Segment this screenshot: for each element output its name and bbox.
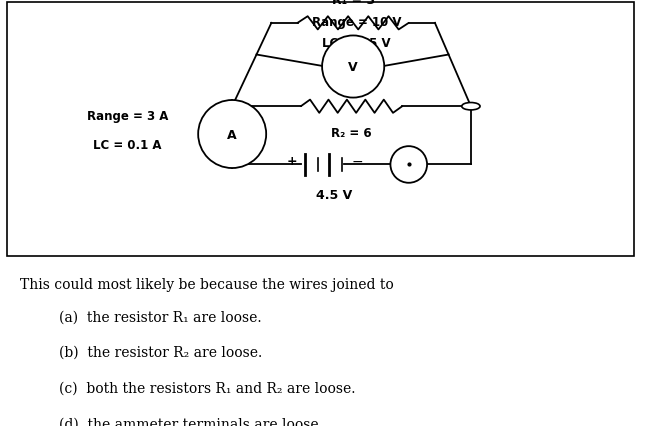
Text: (a)  the resistor R₁ are loose.: (a) the resistor R₁ are loose. <box>59 309 262 323</box>
Text: V: V <box>349 61 358 74</box>
Text: LC = 0.1 A: LC = 0.1 A <box>94 139 162 152</box>
Text: R₁ = 3: R₁ = 3 <box>332 0 375 6</box>
Ellipse shape <box>390 147 427 183</box>
Text: (c)  both the resistors R₁ and R₂ are loose.: (c) both the resistors R₁ and R₂ are loo… <box>59 381 355 394</box>
Text: R₂ = 6: R₂ = 6 <box>331 127 372 140</box>
Ellipse shape <box>198 101 266 169</box>
Text: (d)  the ammeter terminals are loose.: (d) the ammeter terminals are loose. <box>59 416 322 426</box>
Text: −: − <box>351 154 363 168</box>
Text: 4.5 V: 4.5 V <box>316 189 353 202</box>
Text: +: + <box>286 155 297 167</box>
Circle shape <box>223 103 241 111</box>
Text: This could most likely be because the wires joined to: This could most likely be because the wi… <box>20 277 393 291</box>
Circle shape <box>462 103 480 111</box>
Text: (b)  the resistor R₂ are loose.: (b) the resistor R₂ are loose. <box>59 345 262 359</box>
Ellipse shape <box>322 36 385 98</box>
Text: A: A <box>228 128 237 141</box>
Text: LC = 0.5 V: LC = 0.5 V <box>322 37 390 50</box>
Text: Range = 10 V: Range = 10 V <box>312 16 401 29</box>
Text: Range = 3 A: Range = 3 A <box>87 110 168 123</box>
